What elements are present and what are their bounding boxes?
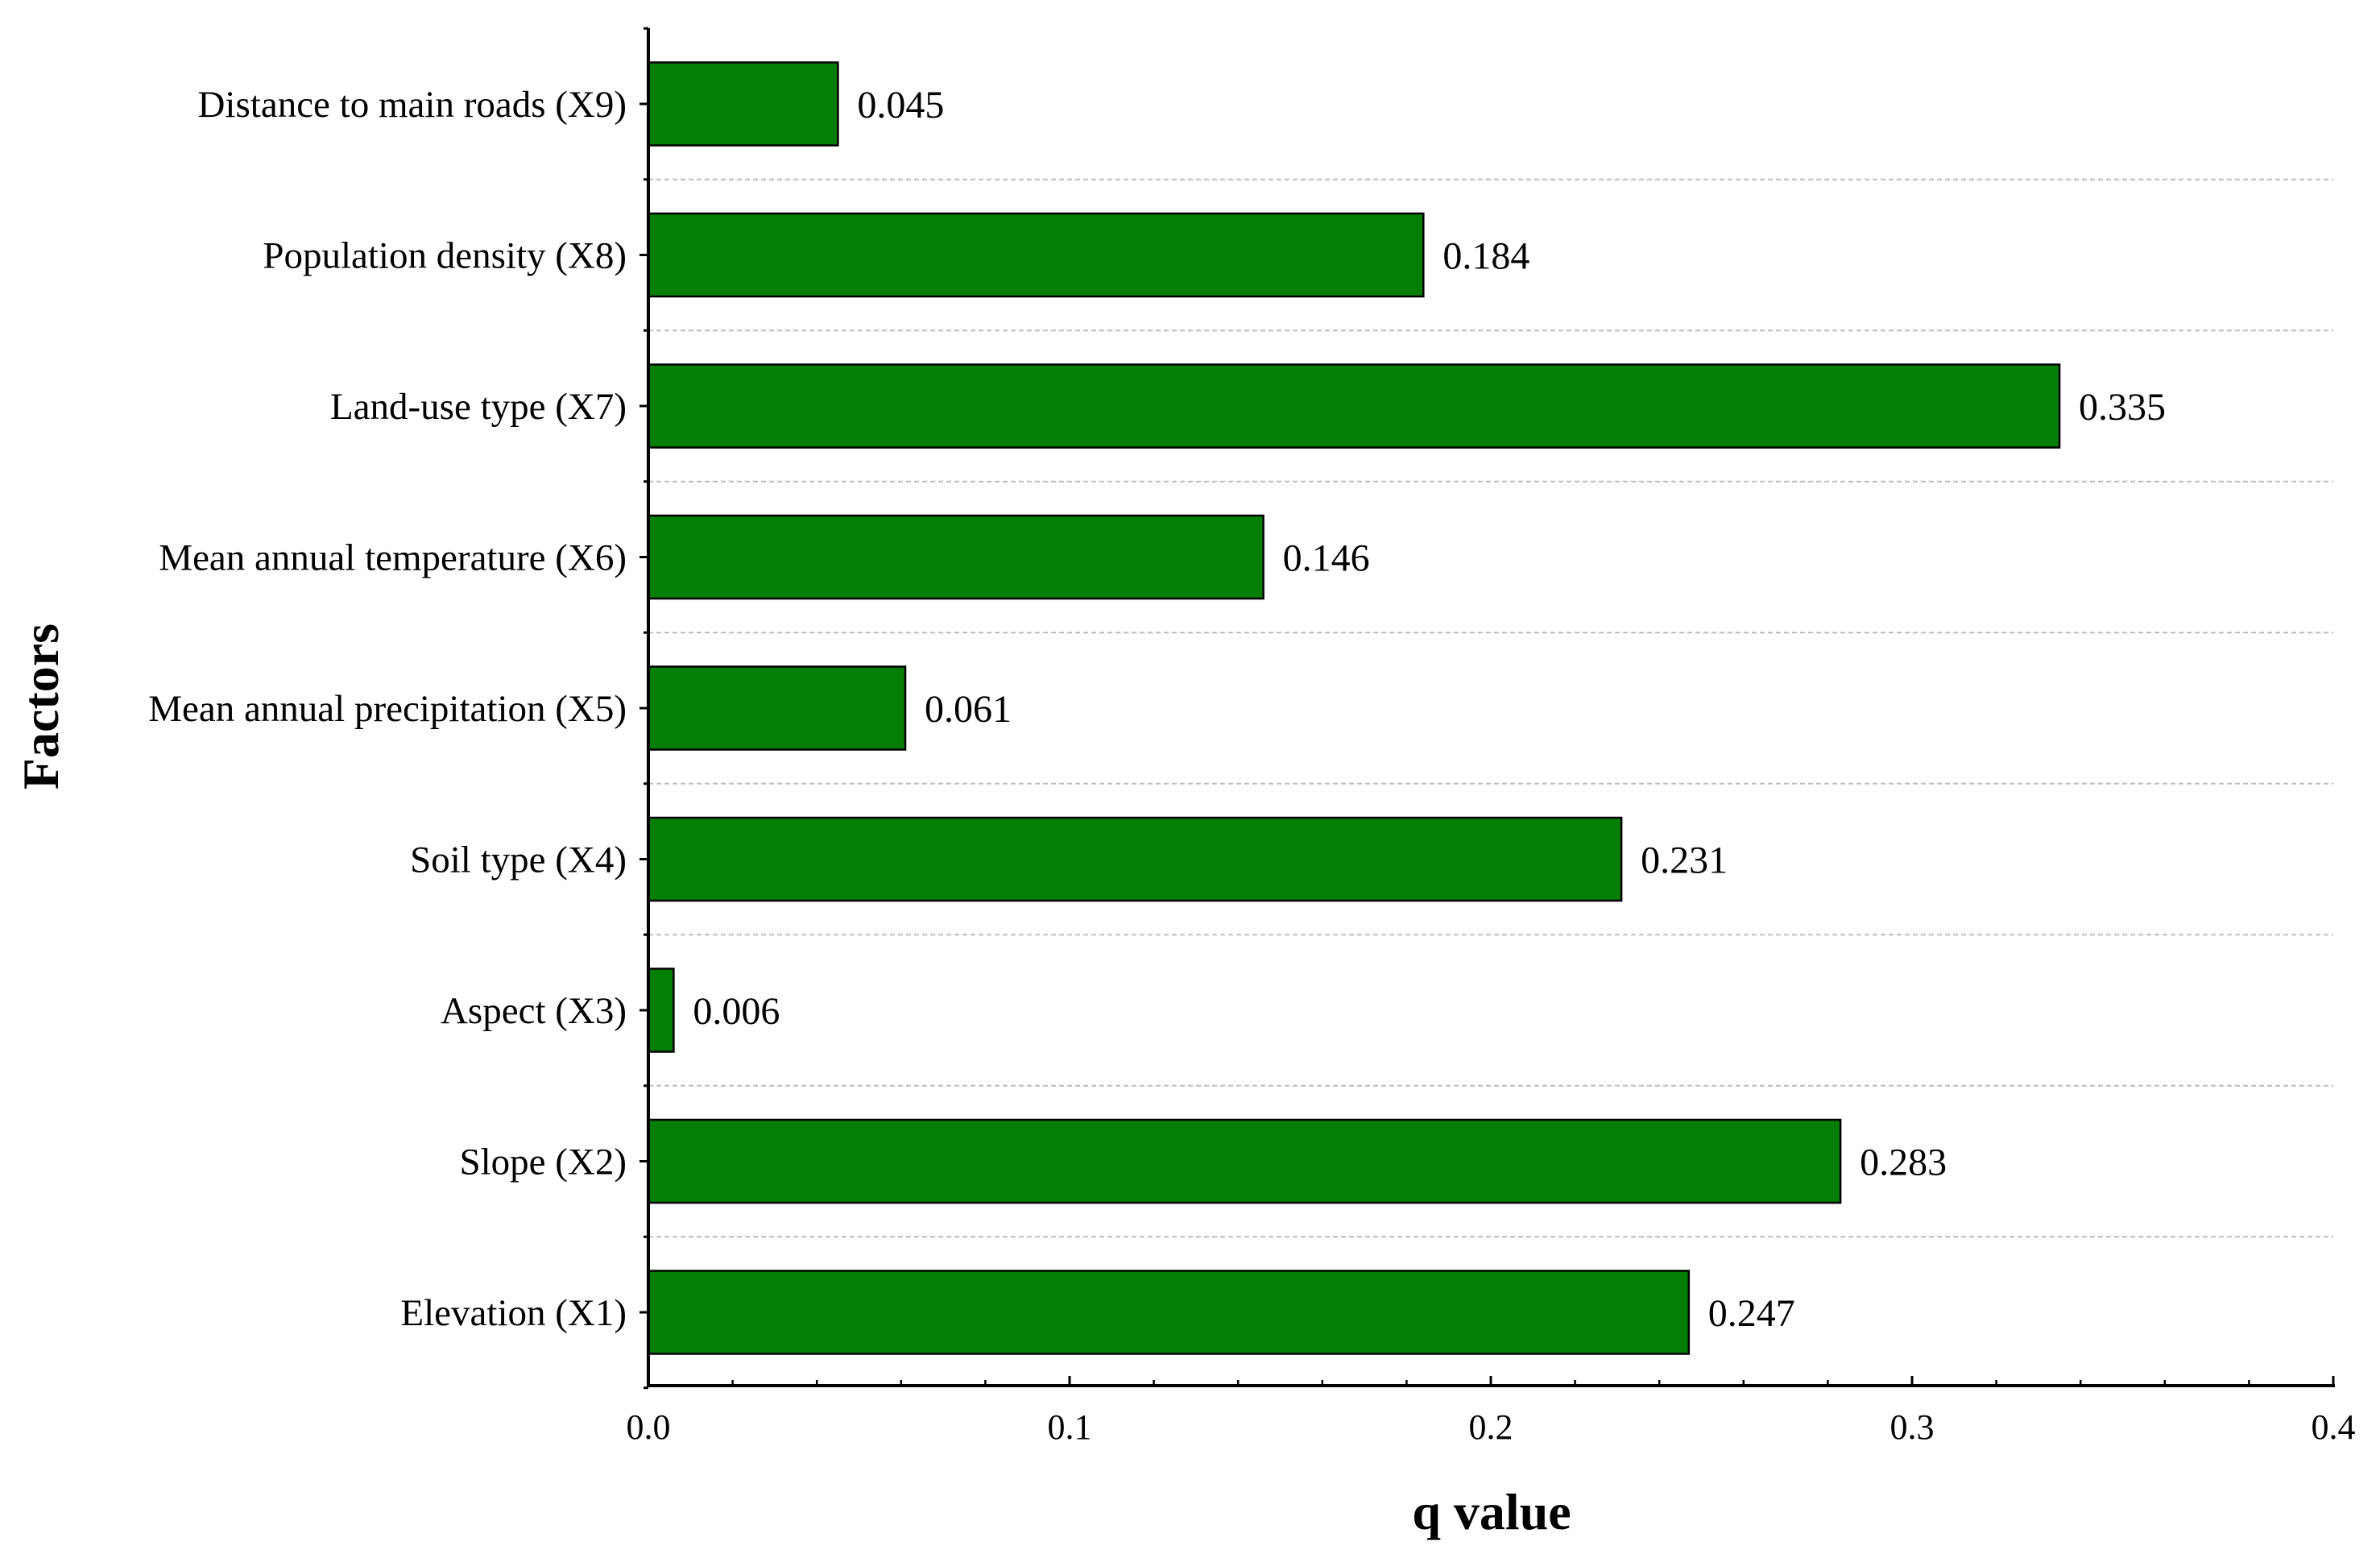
data-label: 0.006 xyxy=(693,990,780,1033)
data-label: 0.335 xyxy=(2079,386,2166,429)
category-label: Elevation (X1) xyxy=(400,1292,627,1334)
x-tick-label: 0.2 xyxy=(1469,1407,1513,1447)
data-label: 0.146 xyxy=(1283,537,1370,580)
data-label: 0.184 xyxy=(1442,235,1529,278)
data-label: 0.231 xyxy=(1641,839,1728,882)
x-tick-label: 0.3 xyxy=(1890,1407,1935,1447)
data-label: 0.045 xyxy=(857,84,944,126)
bar xyxy=(647,1270,1691,1355)
category-label: Land-use type (X7) xyxy=(330,386,627,428)
bar xyxy=(647,665,907,751)
category-label: Aspect (X3) xyxy=(441,990,627,1032)
category-label: Mean annual precipitation (X5) xyxy=(148,688,627,730)
axes xyxy=(639,27,2335,1390)
x-tick-label: 0.0 xyxy=(627,1407,671,1447)
labels: 0.247 Elevation (X1) 0.283 Slope (X2) 0.006 A… xyxy=(148,84,2355,1447)
category-label: Distance to main roads (X9) xyxy=(197,84,627,126)
bars xyxy=(647,61,2061,1355)
grid-lines xyxy=(648,178,2333,1238)
bar xyxy=(647,61,839,147)
bar xyxy=(647,514,1265,600)
y-axis-title: Factors xyxy=(12,624,69,789)
bar xyxy=(647,212,1425,298)
data-label: 0.283 xyxy=(1860,1142,1947,1184)
category-label: Slope (X2) xyxy=(459,1142,627,1183)
x-tick-label: 0.4 xyxy=(2312,1407,2356,1447)
category-label: Population density (X8) xyxy=(263,235,627,277)
bar xyxy=(647,363,2061,449)
bar xyxy=(647,816,1623,902)
data-label: 0.247 xyxy=(1708,1292,1795,1335)
x-tick-label: 0.1 xyxy=(1048,1407,1092,1447)
category-label: Soil type (X4) xyxy=(410,839,627,881)
category-label: Mean annual temperature (X6) xyxy=(159,537,627,579)
bar xyxy=(647,1118,1842,1204)
bar xyxy=(647,968,675,1053)
x-axis-title: q value xyxy=(1412,1483,1571,1540)
data-label: 0.061 xyxy=(925,688,1012,731)
